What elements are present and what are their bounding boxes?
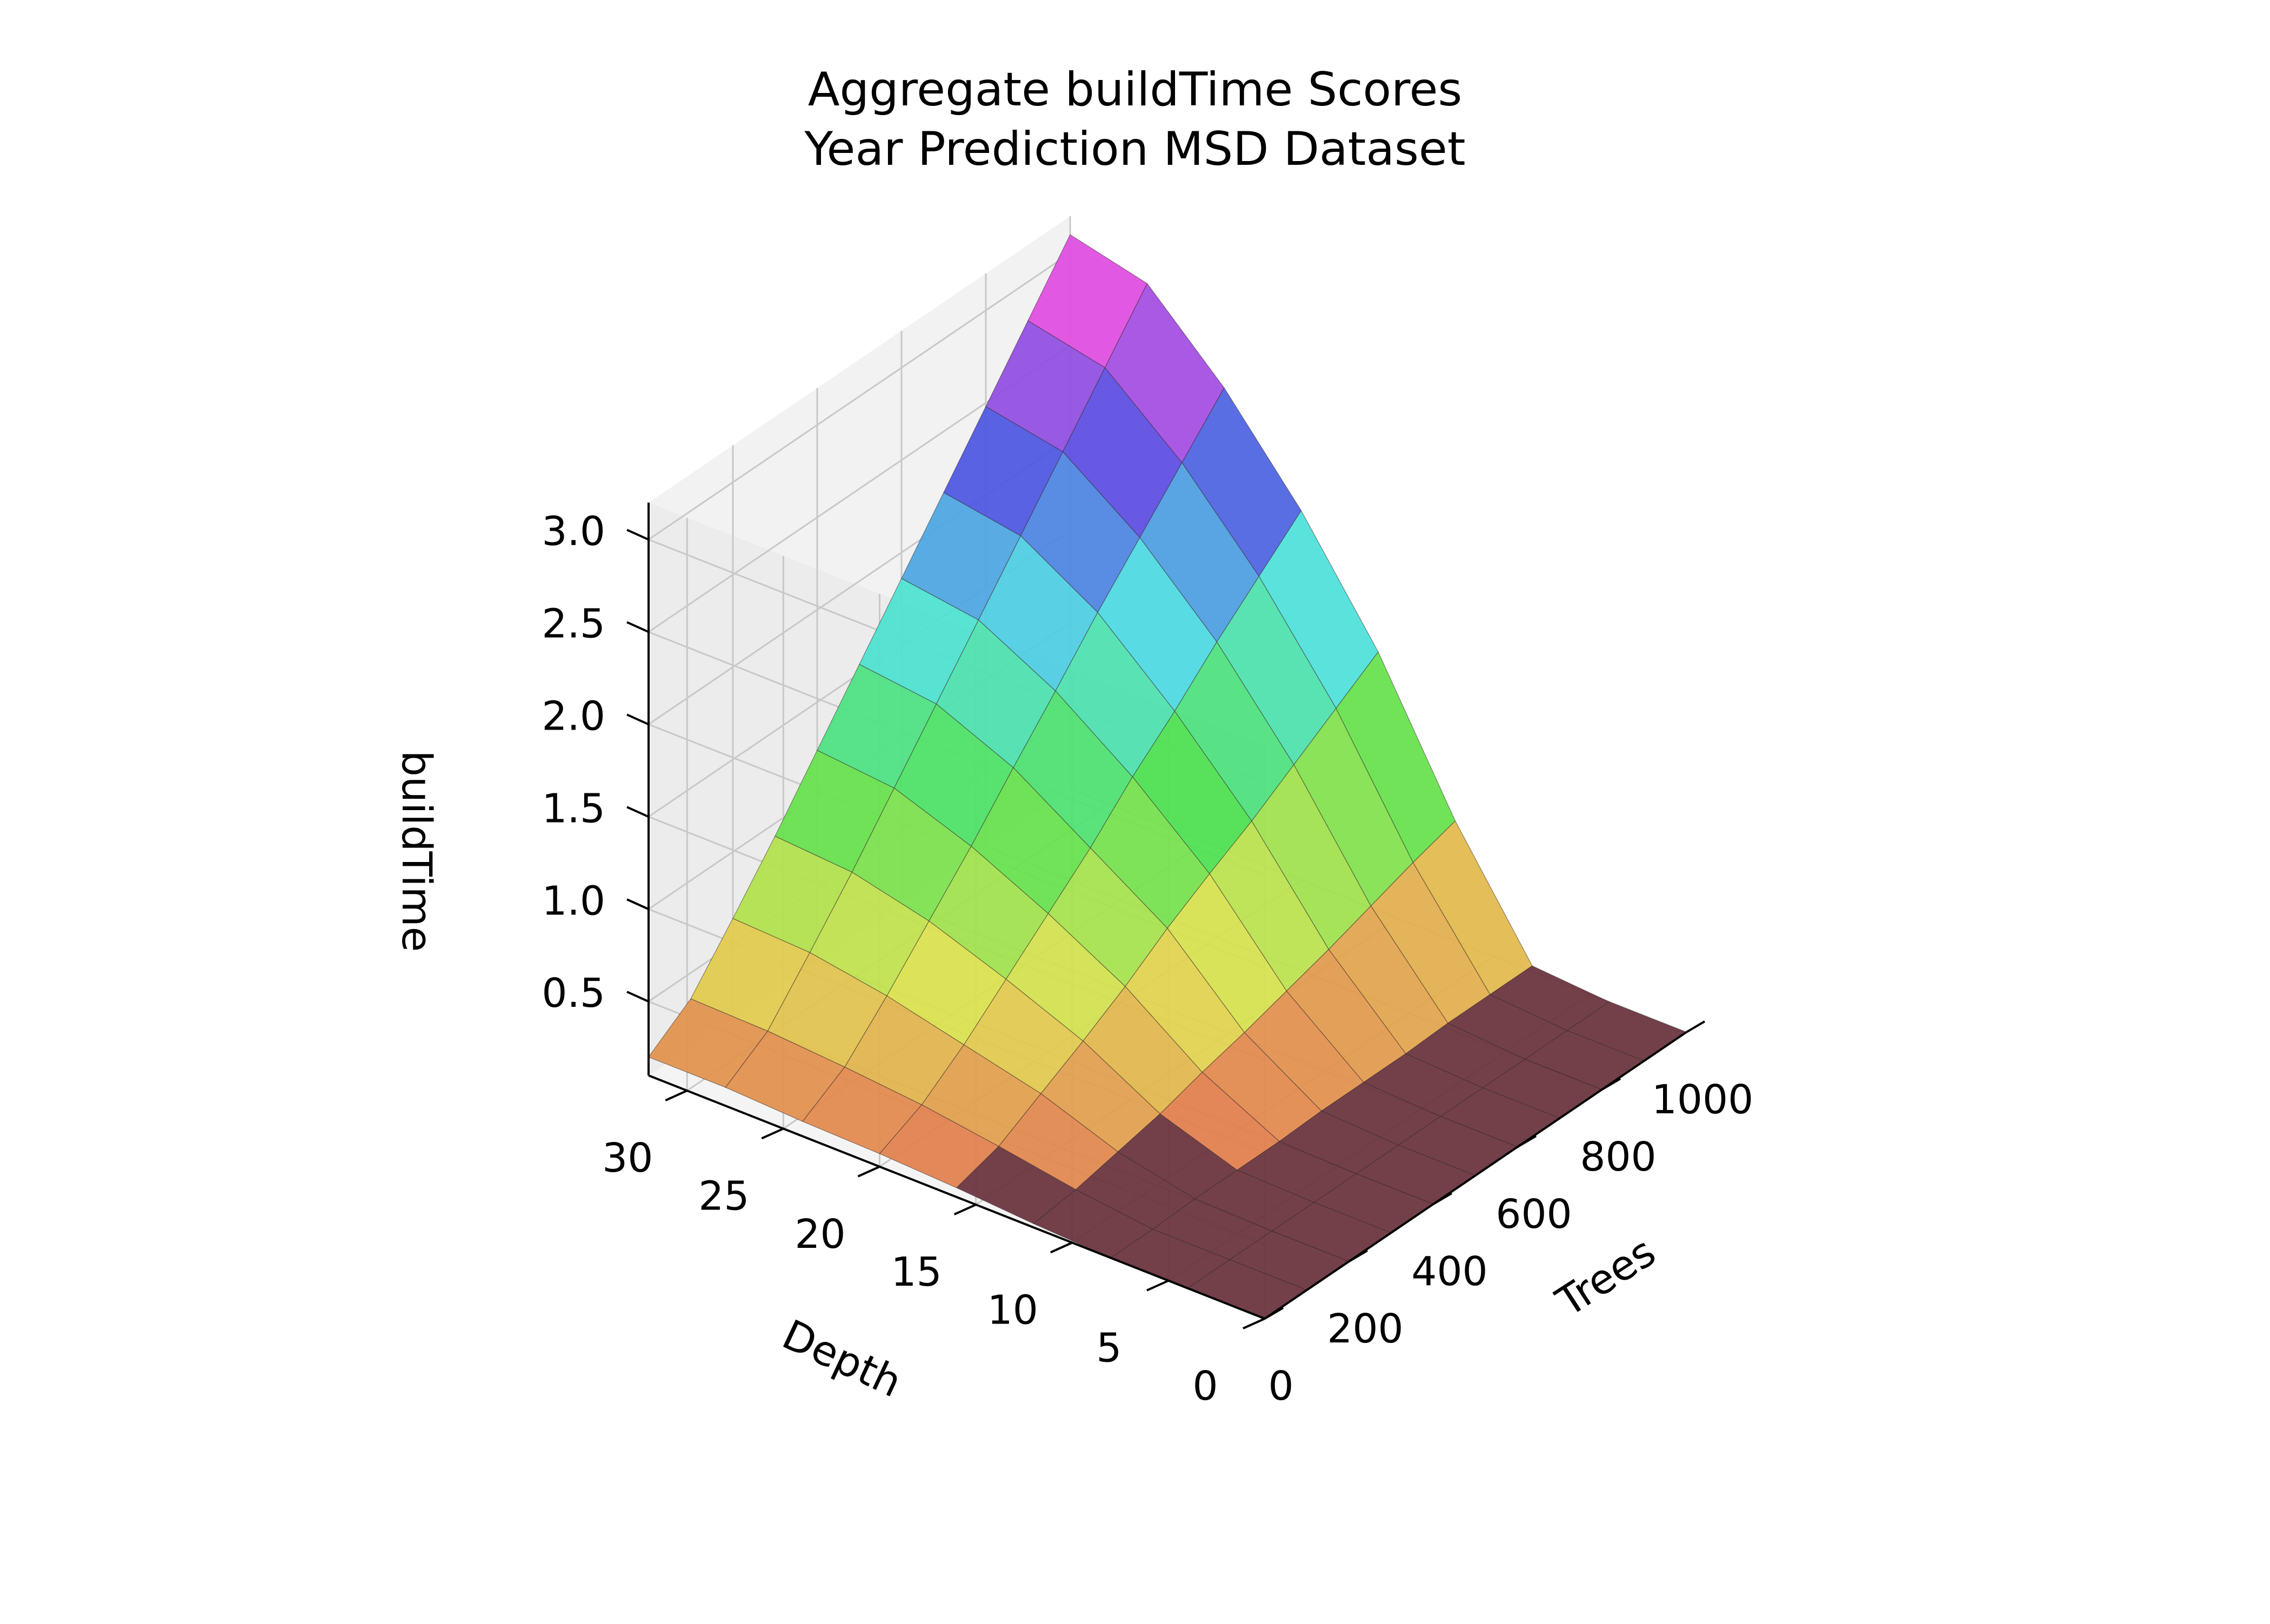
z-tick-label: 3.0	[542, 508, 605, 554]
y-tick-mark	[1243, 1318, 1265, 1329]
x-tick-label: 600	[1495, 1191, 1572, 1238]
x-axis-label: Trees	[1547, 1227, 1664, 1326]
z-tick-mark	[626, 529, 649, 541]
chart-title: Aggregate buildTime Scores	[808, 63, 1463, 117]
z-tick-mark	[626, 621, 649, 633]
z-tick-mark	[626, 806, 649, 818]
y-tick-mark	[953, 1204, 977, 1215]
x-tick-label: 0	[1268, 1363, 1293, 1409]
z-tick-mark	[626, 713, 649, 726]
z-tick-label: 2.0	[542, 693, 605, 739]
y-tick-label: 25	[698, 1173, 749, 1219]
y-tick-mark	[857, 1165, 880, 1178]
z-tick-mark	[626, 991, 649, 1003]
x-tick-label: 200	[1327, 1306, 1403, 1352]
z-tick-mark	[626, 898, 649, 911]
y-tick-label: 30	[602, 1135, 653, 1181]
x-tick-mark	[1685, 1020, 1706, 1033]
x-axis-line	[1264, 1031, 1687, 1320]
y-tick-label: 0	[1192, 1363, 1218, 1409]
x-tick-label: 800	[1580, 1134, 1656, 1180]
z-tick-label: 1.5	[542, 785, 605, 832]
y-tick-label: 10	[987, 1287, 1038, 1333]
y-tick-label: 15	[891, 1249, 942, 1295]
x-tick-mark	[1517, 1135, 1537, 1148]
z-tick-label: 1.0	[542, 878, 605, 924]
x-tick-label: 1000	[1652, 1077, 1753, 1123]
x-tick-mark	[1432, 1192, 1453, 1205]
y-tick-label: 5	[1096, 1325, 1121, 1372]
y-tick-label: 20	[794, 1211, 845, 1258]
y-tick-mark	[1050, 1241, 1073, 1254]
y-tick-mark	[665, 1090, 688, 1101]
y-axis-line	[648, 1074, 1265, 1320]
y-axis-label: Depth	[775, 1310, 909, 1406]
z-tick-label: 0.5	[542, 970, 605, 1017]
x-tick-label: 400	[1411, 1248, 1487, 1295]
y-tick-mark	[761, 1127, 784, 1140]
z-tick-label: 2.5	[542, 600, 605, 647]
x-tick-mark	[1264, 1307, 1284, 1320]
surface-mesh	[648, 234, 1687, 1319]
x-tick-mark	[1601, 1078, 1621, 1091]
y-tick-mark	[1146, 1279, 1169, 1292]
chart-subtitle: Year Prediction MSD Dataset	[804, 122, 1465, 176]
x-tick-mark	[1348, 1249, 1368, 1262]
z-axis-label: buildTime	[393, 751, 441, 952]
